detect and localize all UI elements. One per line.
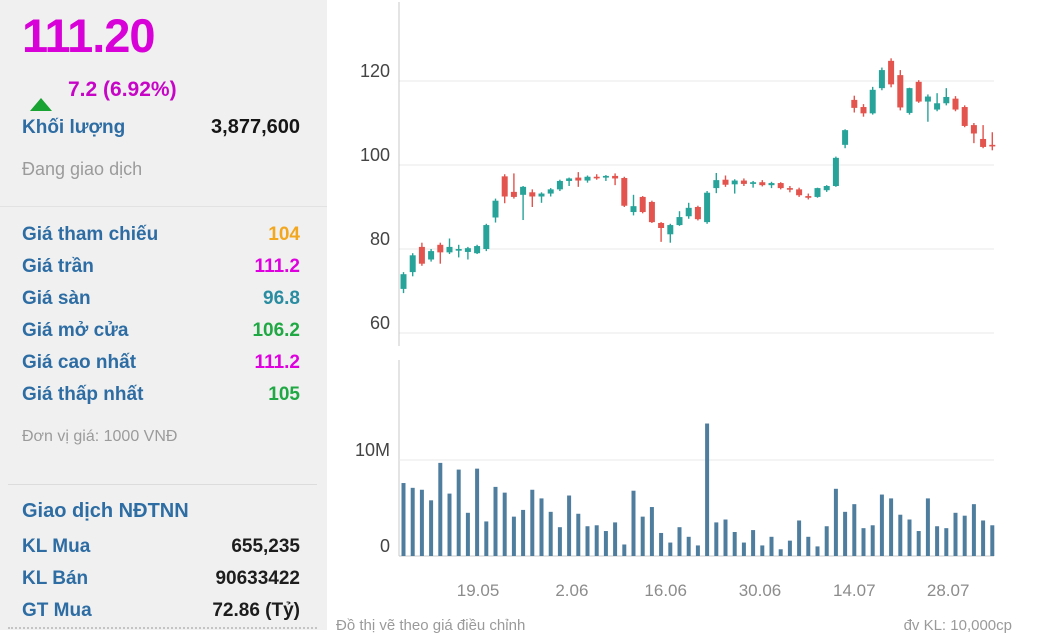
volume-label: Khối lượng — [22, 117, 126, 138]
svg-text:0: 0 — [380, 536, 390, 556]
svg-text:14.07: 14.07 — [833, 581, 876, 600]
price-row-label: Giá thấp nhất — [22, 384, 144, 405]
price-volume-chart: 120 100 80 60 10M 0 19.05 2.06 16.06 30.06 14.07 28… — [355, 2, 996, 600]
foreign-row-label: KL Bán — [22, 568, 89, 589]
price-row-label: Giá mở cửa — [22, 320, 129, 341]
svg-text:60: 60 — [370, 313, 390, 333]
divider — [8, 484, 317, 485]
price-row-value: 104 — [268, 224, 300, 245]
foreign-row-value: 72.86 (Tỷ) — [212, 600, 300, 621]
chart-footnote-adjusted: Đồ thị vẽ theo giá điều chỉnh — [336, 617, 526, 634]
price-row-label: Giá cao nhất — [22, 352, 137, 373]
volume-value: 3,877,600 — [211, 116, 300, 138]
price-row-value: 105 — [268, 384, 300, 405]
price-row: Giá cao nhất 111.2 — [22, 347, 300, 379]
foreign-row-value: 90633422 — [215, 568, 300, 589]
chart-footnote-volume-unit: đv KL: 10,000cp — [903, 617, 1012, 634]
price-row-value: 111.2 — [254, 256, 300, 277]
price-row-label: Giá sàn — [22, 288, 91, 309]
foreign-section-title: Giao dịch NĐTNN — [22, 500, 189, 522]
foreign-row: KL Bán 90633422 — [22, 563, 300, 595]
svg-text:10M: 10M — [355, 440, 390, 460]
svg-text:80: 80 — [370, 229, 390, 249]
session-status: Đang giao dịch — [22, 159, 143, 179]
foreign-row: GT Mua 72.86 (Tỷ) — [22, 595, 300, 627]
dotted-divider — [8, 627, 317, 629]
price-change-row: 7.2 (6.92%) — [30, 78, 177, 111]
svg-text:28.07: 28.07 — [927, 581, 970, 600]
quote-panel: 111.20 7.2 (6.92%) Khối lượng 3,877,600 … — [0, 0, 327, 630]
volume-row: Khối lượng 3,877,600 — [22, 116, 300, 139]
price-row-value: 111.2 — [254, 352, 300, 373]
svg-text:120: 120 — [360, 61, 390, 81]
price-unit-note: Đơn vị giá: 1000 VNĐ — [22, 428, 178, 445]
price-row: Giá thấp nhất 105 — [22, 379, 300, 411]
foreign-row: KL Mua 655,235 — [22, 531, 300, 563]
divider — [0, 206, 327, 207]
price-row-label: Giá trần — [22, 256, 94, 277]
foreign-row-value: 655,235 — [231, 536, 300, 557]
svg-text:100: 100 — [360, 145, 390, 165]
up-arrow-icon — [30, 81, 52, 111]
foreign-trade-table: KL Mua 655,235 KL Bán 90633422 GT Mua 72.86 (… — [22, 531, 300, 627]
price-row: Giá sàn 96.8 — [22, 283, 300, 315]
price-row-value: 106.2 — [252, 320, 300, 341]
price-row-value: 96.8 — [263, 288, 300, 309]
chart-area: 120 100 80 60 10M 0 19.05 2.06 16.06 30.06 14.07 28… — [327, 0, 1050, 634]
foreign-row-label: KL Mua — [22, 536, 91, 557]
price-row: Giá tham chiếu 104 — [22, 219, 300, 251]
price-table: Giá tham chiếu 104 Giá trần 111.2 Giá sàn 96.… — [22, 219, 300, 411]
svg-text:2.06: 2.06 — [555, 581, 588, 600]
svg-text:19.05: 19.05 — [457, 581, 500, 600]
last-price: 111.20 — [22, 9, 156, 62]
price-row: Giá mở cửa 106.2 — [22, 315, 300, 347]
svg-text:30.06: 30.06 — [739, 581, 782, 600]
price-change: 7.2 (6.92%) — [68, 78, 177, 101]
price-row: Giá trần 111.2 — [22, 251, 300, 283]
svg-text:16.06: 16.06 — [644, 581, 687, 600]
foreign-row-label: GT Mua — [22, 600, 92, 621]
price-row-label: Giá tham chiếu — [22, 224, 159, 245]
